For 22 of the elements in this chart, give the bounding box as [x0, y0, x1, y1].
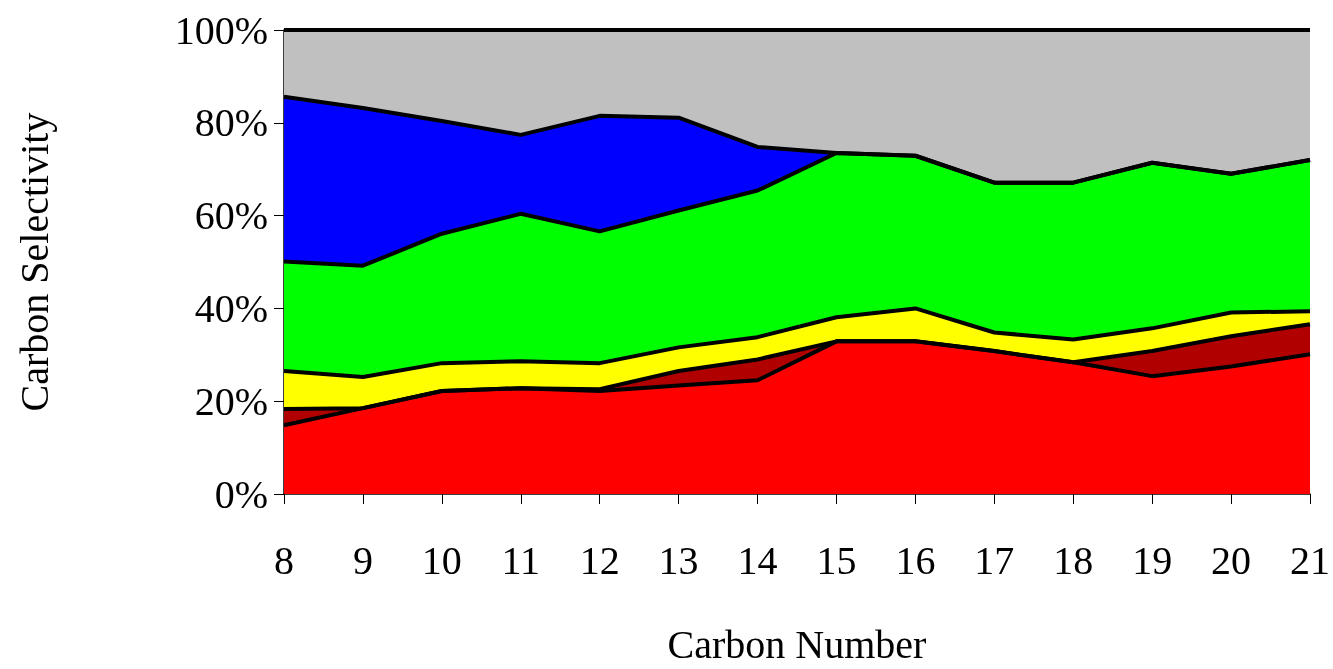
x-tick-label: 13 [658, 537, 699, 583]
x-tick-label: 18 [1053, 537, 1094, 583]
x-tick-label: 16 [895, 537, 936, 583]
x-tick-label: 20 [1211, 537, 1252, 583]
y-axis-title: Carbon Selectivity [11, 112, 57, 412]
y-tick-label: 20% [194, 378, 268, 424]
x-tick-label: 11 [501, 537, 541, 583]
y-tick-label: 0% [214, 471, 268, 517]
x-tick-label: 8 [274, 537, 294, 583]
y-tick-label: 60% [194, 193, 268, 239]
y-tick-label: 40% [194, 285, 268, 331]
x-tick-label: 21 [1290, 537, 1330, 583]
x-tick-label: 14 [737, 537, 778, 583]
x-tick-label: 10 [421, 537, 462, 583]
x-tick-label: 12 [579, 537, 620, 583]
y-tick-label: 80% [194, 100, 268, 146]
x-tick-label: 9 [352, 537, 373, 583]
x-tick-label: 19 [1132, 537, 1173, 583]
x-tick-label: 15 [816, 537, 857, 583]
y-tick-label: 100% [174, 7, 268, 53]
x-axis-title: Carbon Number [667, 621, 927, 667]
x-tick-label: 17 [974, 537, 1015, 583]
